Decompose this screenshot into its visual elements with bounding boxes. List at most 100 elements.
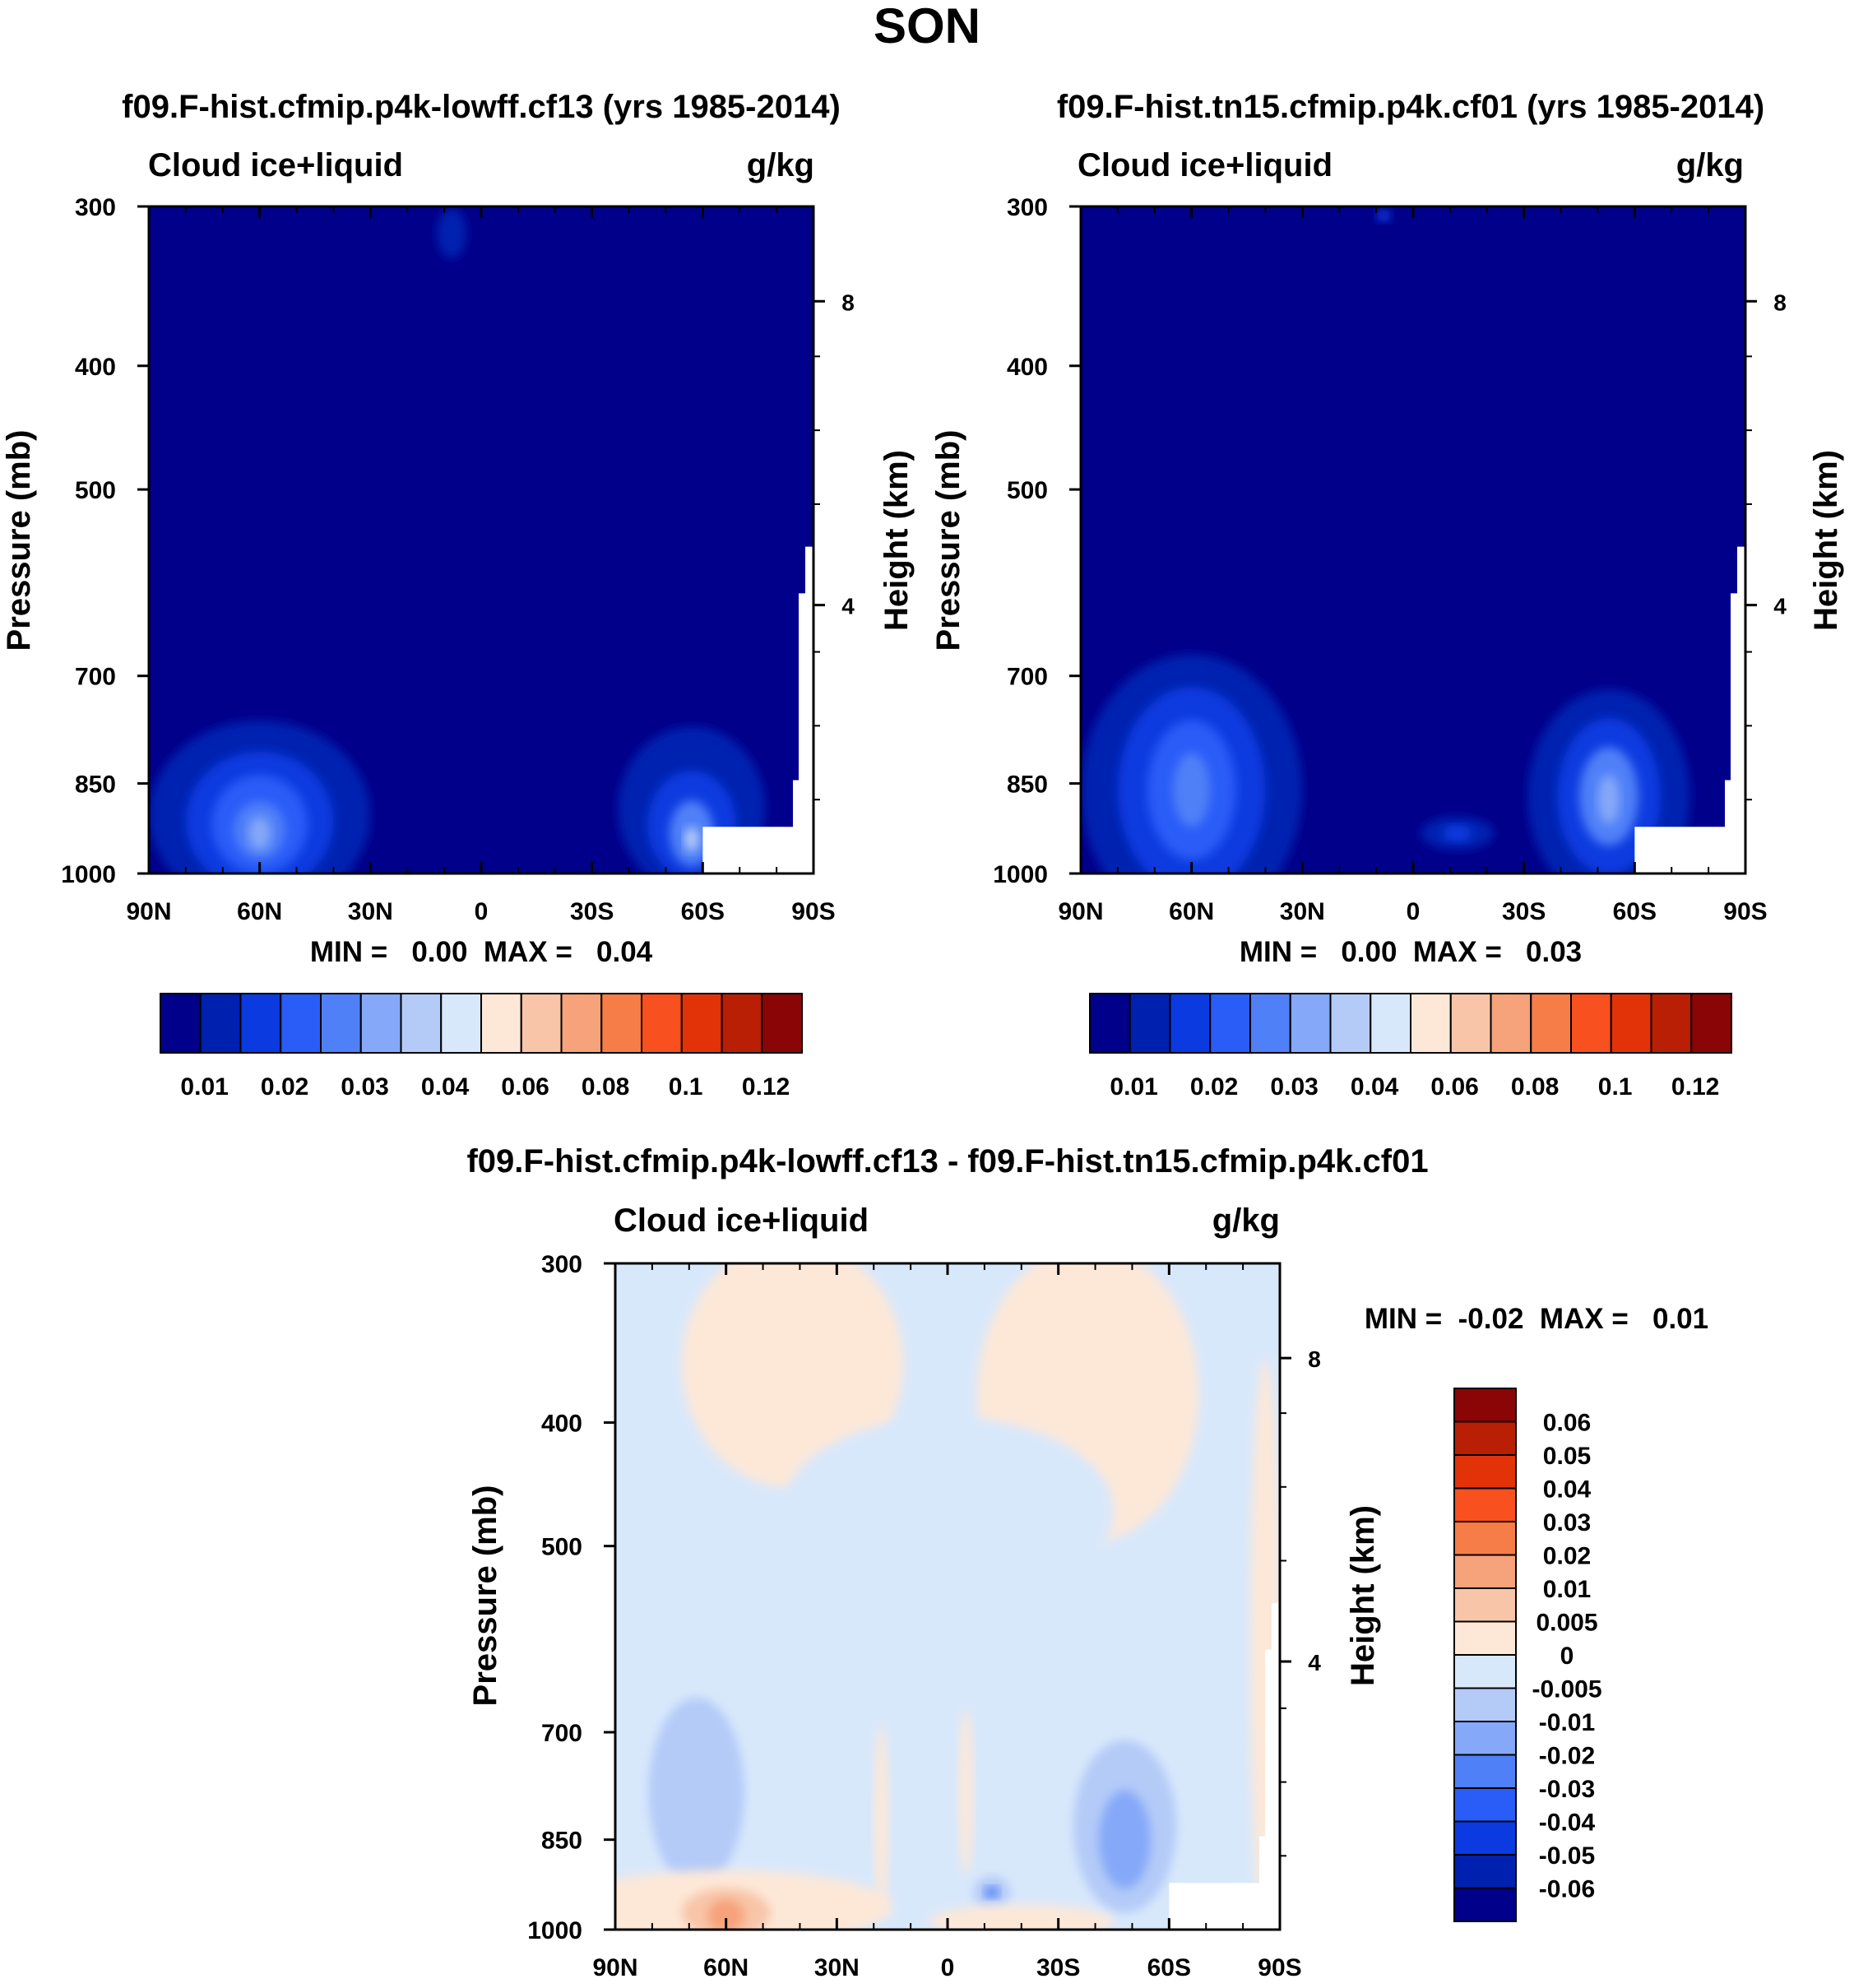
contour-region bbox=[1597, 775, 1620, 825]
y-tick-label: 300 bbox=[1007, 194, 1048, 221]
contour-field bbox=[149, 206, 813, 874]
units-label: g/kg bbox=[1212, 1203, 1280, 1239]
y-tick-label: 850 bbox=[541, 1828, 582, 1855]
y-tick-label: 700 bbox=[1007, 664, 1048, 691]
colorbar-label: 0.06 bbox=[1430, 1073, 1478, 1101]
colorbar-swatch bbox=[1249, 993, 1291, 1054]
y-axis-right-label: Height (km) bbox=[1345, 1505, 1381, 1686]
colorbar-label: -0.06 bbox=[1539, 1876, 1595, 1903]
x-tick-label: 60N bbox=[703, 1954, 749, 1981]
colorbar-label: 0 bbox=[1560, 1643, 1574, 1670]
y-tick-label: 850 bbox=[75, 772, 116, 799]
colorbar-swatch bbox=[721, 993, 763, 1054]
contour-region bbox=[681, 1263, 904, 1488]
colorbar-label: 0.06 bbox=[501, 1073, 549, 1101]
contour-region bbox=[958, 1709, 974, 1874]
contour-region bbox=[437, 208, 467, 258]
colorbar-swatch bbox=[560, 993, 603, 1054]
colorbar-swatch bbox=[1453, 1854, 1517, 1889]
colorbar-label: -0.04 bbox=[1539, 1810, 1596, 1837]
y-tick-label: 400 bbox=[541, 1411, 582, 1438]
y-axis-right-label: Height (km) bbox=[1808, 450, 1844, 631]
colorbar-swatch bbox=[520, 993, 563, 1054]
y-tick-label: 300 bbox=[541, 1251, 582, 1278]
colorbar-label: -0.005 bbox=[1532, 1676, 1601, 1703]
contour-region bbox=[707, 1898, 745, 1930]
topography-mask bbox=[1169, 1603, 1280, 1930]
x-tick-label: 90N bbox=[592, 1954, 637, 1981]
contour-region bbox=[1376, 209, 1392, 222]
y-right-tick-label: 4 bbox=[841, 594, 855, 619]
contour-region bbox=[1442, 825, 1472, 842]
colorbar-swatch bbox=[1490, 993, 1532, 1054]
colorbar-swatch bbox=[1289, 993, 1332, 1054]
contour-plot: 90N 60N 30N 0 30S 60S 90S 300 400 500 700 850 1000 8 4 bbox=[527, 1251, 1321, 1981]
colorbar-label: 0.04 bbox=[1543, 1476, 1592, 1504]
colorbar-label: 0.03 bbox=[1543, 1509, 1591, 1536]
y-right-tick-label: 4 bbox=[1773, 594, 1787, 619]
colorbar-swatch bbox=[1410, 993, 1452, 1054]
colorbar-swatch bbox=[641, 993, 683, 1054]
contour-region bbox=[684, 827, 699, 852]
min-max-stats: MIN = 0.00 MAX = 0.04 bbox=[310, 936, 653, 968]
colorbar-swatch bbox=[680, 993, 723, 1054]
contour-region bbox=[781, 1417, 1114, 1607]
field-label: Cloud ice+liquid bbox=[1078, 147, 1333, 183]
colorbar-swatch bbox=[239, 993, 282, 1054]
contour-plot: 90N 60N 30N 0 30S 60S 90S 300 400 500 700 850 1000 8 4 bbox=[993, 194, 1787, 925]
colorbar-swatch bbox=[1570, 993, 1612, 1054]
colorbar-swatch bbox=[1453, 1654, 1517, 1689]
colorbar-swatch bbox=[320, 993, 362, 1054]
y-tick-label: 400 bbox=[75, 354, 116, 381]
units-label: g/kg bbox=[1676, 147, 1744, 183]
y-right-tick-label: 8 bbox=[841, 290, 855, 315]
colorbar-swatch bbox=[1530, 993, 1572, 1054]
topography-mask bbox=[702, 546, 813, 874]
x-tick-label: 90S bbox=[791, 898, 835, 925]
colorbar-label: 0.01 bbox=[1543, 1576, 1591, 1603]
colorbar-label: 0.005 bbox=[1536, 1610, 1597, 1637]
colorbar-swatch bbox=[1453, 1554, 1517, 1589]
colorbar-label: -0.05 bbox=[1539, 1842, 1595, 1870]
colorbar-swatch bbox=[199, 993, 242, 1054]
contour-plot: 90N 60N 30N 0 30S 60S 90S 300 400 500 700 850 1000 8 4 bbox=[61, 194, 855, 925]
y-right-tick-label: 8 bbox=[1773, 290, 1787, 315]
field-label: Cloud ice+liquid bbox=[614, 1203, 869, 1239]
colorbar-label: 0.1 bbox=[1598, 1073, 1633, 1101]
y-tick-label: 850 bbox=[1007, 772, 1048, 799]
x-tick-label: 90S bbox=[1723, 898, 1767, 925]
y-axis-label: Pressure (mb) bbox=[930, 430, 966, 651]
colorbar-swatch bbox=[1453, 1687, 1517, 1722]
colorbar: 0.06 0.05 0.04 0.03 0.02 0.01 0.005 0 -0.005 -0.0… bbox=[1453, 1388, 1602, 1922]
y-tick-label: 500 bbox=[75, 477, 116, 504]
colorbar-swatch bbox=[1690, 993, 1732, 1054]
y-tick-label: 500 bbox=[541, 1534, 582, 1561]
colorbar-label: 0.03 bbox=[341, 1073, 388, 1101]
page-title: SON bbox=[874, 0, 980, 53]
contour-field bbox=[1081, 206, 1745, 874]
colorbar-swatch bbox=[1370, 993, 1411, 1054]
contour-region bbox=[984, 1886, 999, 1898]
y-right-tick-label: 8 bbox=[1308, 1346, 1321, 1372]
y-tick-label: 700 bbox=[75, 664, 116, 691]
x-tick-label: 0 bbox=[941, 1954, 955, 1981]
panel-title: f09.F-hist.tn15.cfmip.p4k.cf01 (yrs 1985… bbox=[1057, 89, 1764, 125]
colorbar-swatch bbox=[761, 993, 803, 1054]
colorbar-swatch bbox=[600, 993, 642, 1054]
y-tick-label: 700 bbox=[541, 1720, 582, 1747]
y-tick-label: 1000 bbox=[61, 861, 116, 888]
y-tick-label: 500 bbox=[1007, 477, 1048, 504]
colorbar-swatch bbox=[1453, 1420, 1517, 1456]
x-tick-label: 0 bbox=[475, 898, 489, 925]
y-tick-label: 1000 bbox=[527, 1917, 582, 1944]
colorbar-swatch bbox=[1129, 993, 1171, 1054]
x-tick-label: 30N bbox=[814, 1954, 860, 1981]
colorbar-swatch bbox=[1453, 1887, 1517, 1922]
x-tick-label: 60S bbox=[1147, 1954, 1191, 1981]
min-max-stats: MIN = -0.02 MAX = 0.01 bbox=[1365, 1303, 1708, 1335]
colorbar-swatch bbox=[1453, 1721, 1517, 1756]
contour-field bbox=[615, 1263, 1280, 1930]
panel-left: f09.F-hist.cfmip.p4k-lowff.cf13 (yrs 198… bbox=[1, 89, 915, 1101]
y-axis-label: Pressure (mb) bbox=[467, 1485, 503, 1707]
colorbar: 0.01 0.02 0.03 0.04 0.06 0.08 0.1 0.12 bbox=[160, 993, 803, 1101]
